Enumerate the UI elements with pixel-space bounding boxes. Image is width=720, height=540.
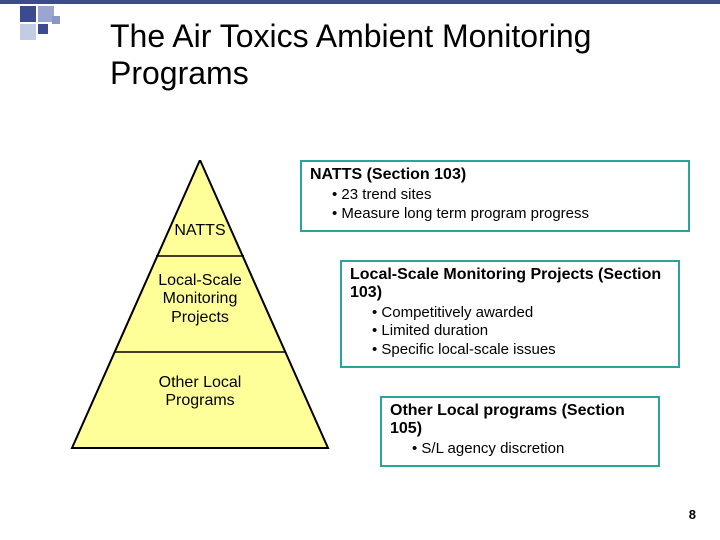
bullet-item: 23 trend sites — [332, 186, 680, 205]
info-box-bullets: Competitively awardedLimited durationSpe… — [350, 304, 670, 360]
bullet-item: Competitively awarded — [372, 304, 670, 323]
info-box-bullets: S/L agency discretion — [390, 440, 650, 459]
pyramid-tier-middle-label: Local-ScaleMonitoringProjects — [70, 272, 330, 327]
bullet-item: S/L agency discretion — [412, 440, 650, 459]
info-box-other-local: Other Local programs (Section 105) S/L a… — [380, 396, 660, 467]
page-title: The Air Toxics Ambient Monitoring Progra… — [110, 18, 720, 92]
pyramid-diagram: NATTS Local-ScaleMonitoringProjects Othe… — [70, 160, 330, 450]
info-box-header: NATTS (Section 103) — [310, 166, 680, 184]
pyramid-tier-bottom-label: Other LocalPrograms — [70, 374, 330, 411]
info-box-bullets: 23 trend sitesMeasure long term program … — [310, 186, 680, 224]
info-box-natts: NATTS (Section 103) 23 trend sitesMeasur… — [300, 160, 690, 232]
corner-decoration — [0, 0, 90, 50]
bullet-item: Measure long term program progress — [332, 205, 680, 224]
info-box-header: Local-Scale Monitoring Projects (Section… — [350, 266, 670, 302]
bullet-item: Limited duration — [372, 322, 670, 341]
bullet-item: Specific local-scale issues — [372, 341, 670, 360]
pyramid-tier-top-label: NATTS — [70, 222, 330, 240]
info-boxes: NATTS (Section 103) 23 trend sitesMeasur… — [300, 160, 700, 495]
page-number: 8 — [689, 507, 696, 522]
info-box-header: Other Local programs (Section 105) — [390, 402, 650, 438]
info-box-local-scale: Local-Scale Monitoring Projects (Section… — [340, 260, 680, 368]
